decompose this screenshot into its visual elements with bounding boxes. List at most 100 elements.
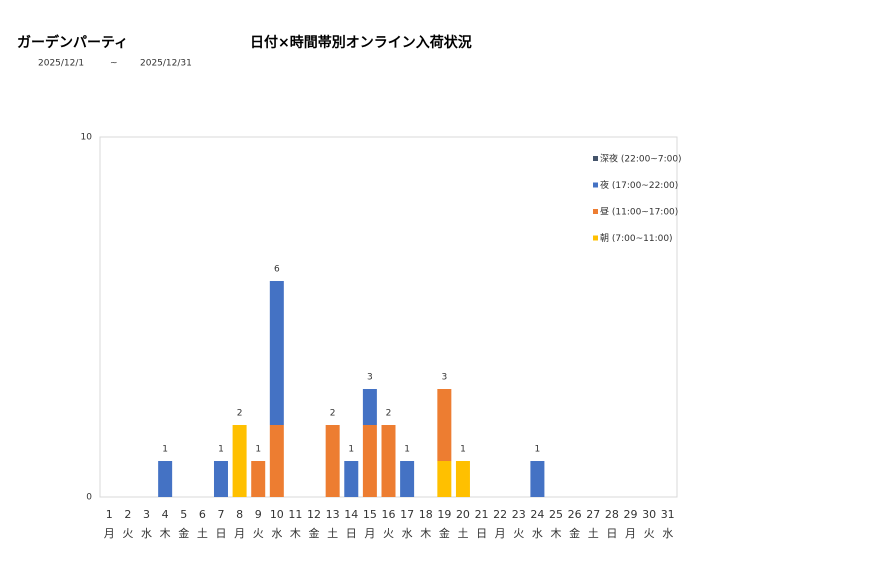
x-weekday-label: 火 [383, 527, 394, 540]
x-tick-label: 14 [344, 508, 358, 521]
x-tick-label: 23 [512, 508, 526, 521]
total-label: 1 [255, 445, 261, 455]
total-label: 1 [218, 445, 224, 455]
bar-segment [400, 461, 415, 497]
x-weekday-label: 木 [290, 527, 301, 540]
x-tick-label: 18 [419, 508, 433, 521]
x-weekday-label: 金 [569, 526, 580, 540]
legend-label: 朝 (7:00~11:00) [600, 233, 673, 244]
x-tick-label: 20 [456, 508, 470, 521]
x-weekday-label: 月 [495, 527, 506, 540]
total-label: 2 [386, 409, 392, 419]
x-weekday-label: 火 [122, 527, 133, 540]
date-sep: ~ [110, 59, 118, 69]
legend-label: 昼 (11:00~17:00) [600, 207, 678, 218]
x-weekday-label: 日 [215, 527, 226, 540]
date-from: 2025/12/1 [38, 59, 84, 69]
bar-segment [344, 461, 359, 497]
total-label: 1 [162, 445, 168, 455]
x-tick-label: 29 [623, 508, 637, 521]
bar-segment [213, 461, 228, 497]
x-weekday-label: 火 [644, 527, 655, 540]
bar-segment [325, 425, 340, 497]
y-tick-label: 0 [86, 493, 92, 503]
total-label: 1 [535, 445, 541, 455]
x-tick-label: 4 [162, 508, 169, 521]
legend-swatch [593, 235, 598, 241]
x-tick-label: 21 [475, 508, 489, 521]
date-to: 2025/12/31 [140, 59, 192, 69]
x-tick-label: 28 [605, 508, 619, 521]
total-label: 3 [441, 373, 447, 383]
chart-title: 日付×時間帯別オンライン入荷状況 [250, 34, 472, 51]
legend-swatch [593, 156, 598, 161]
x-tick-label: 27 [586, 508, 600, 521]
x-weekday-label: 土 [197, 527, 208, 540]
x-tick-label: 10 [270, 508, 284, 521]
x-weekday-label: 木 [551, 527, 562, 540]
bar-segment [381, 425, 396, 497]
total-label: 6 [274, 265, 280, 275]
x-tick-label: 8 [236, 508, 243, 521]
x-tick-label: 11 [288, 508, 302, 521]
x-weekday-label: 水 [532, 527, 543, 540]
x-weekday-label: 金 [178, 526, 189, 540]
x-tick-label: 15 [363, 508, 377, 521]
x-tick-label: 2 [124, 508, 131, 521]
x-tick-label: 22 [493, 508, 507, 521]
x-tick-label: 7 [217, 508, 224, 521]
total-label: 2 [330, 409, 336, 419]
total-label: 1 [404, 445, 410, 455]
x-weekday-label: 土 [588, 527, 599, 540]
total-label: 3 [367, 373, 373, 383]
x-weekday-label: 土 [457, 527, 468, 540]
page-title: ガーデンパーティ [17, 34, 128, 51]
x-weekday-label: 月 [234, 527, 245, 540]
x-weekday-label: 月 [104, 527, 115, 540]
x-weekday-label: 水 [271, 527, 282, 540]
bar-segment [437, 461, 452, 497]
x-tick-label: 13 [326, 508, 340, 521]
bar-segment [455, 461, 470, 497]
x-tick-label: 6 [199, 508, 206, 521]
legend-swatch [593, 209, 598, 214]
x-tick-label: 19 [437, 508, 451, 521]
total-label: 2 [237, 409, 243, 419]
bar-segment [362, 425, 377, 497]
bar-segment [158, 461, 173, 497]
total-label: 1 [460, 445, 466, 455]
bar-segment [269, 425, 284, 497]
bar-segment [232, 425, 247, 497]
x-weekday-label: 月 [364, 527, 375, 540]
x-weekday-label: 水 [662, 527, 673, 540]
x-weekday-label: 水 [141, 527, 152, 540]
x-tick-label: 26 [568, 508, 582, 521]
bar-segment [362, 389, 377, 425]
x-tick-label: 1 [106, 508, 113, 521]
bar-segment [530, 461, 545, 497]
bar-segment [269, 281, 284, 425]
x-tick-label: 17 [400, 508, 414, 521]
x-tick-label: 9 [255, 508, 262, 521]
x-tick-label: 3 [143, 508, 150, 521]
x-tick-label: 5 [180, 508, 187, 521]
x-weekday-label: 月 [625, 527, 636, 540]
x-weekday-label: 火 [513, 527, 524, 540]
x-tick-label: 25 [549, 508, 563, 521]
y-tick-label: 10 [81, 133, 93, 143]
x-tick-label: 30 [642, 508, 656, 521]
legend-label: 深夜 (22:00~7:00) [600, 153, 682, 165]
x-weekday-label: 水 [402, 527, 413, 540]
legend-swatch [593, 182, 598, 188]
x-tick-label: 24 [530, 508, 544, 521]
x-weekday-label: 日 [606, 527, 617, 540]
total-label: 1 [348, 445, 354, 455]
x-tick-label: 16 [382, 508, 396, 521]
x-weekday-label: 木 [160, 527, 171, 540]
bar-segment [251, 461, 266, 497]
x-weekday-label: 日 [346, 527, 357, 540]
x-weekday-label: 金 [309, 526, 320, 540]
x-tick-label: 12 [307, 508, 321, 521]
